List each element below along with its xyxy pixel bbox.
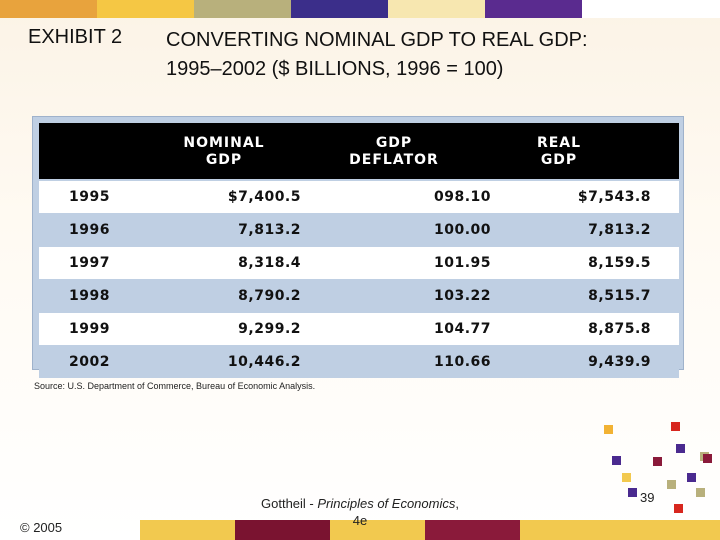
nominal-gdp-cell: 8,790.2 bbox=[238, 288, 301, 304]
page-number: 39 bbox=[640, 490, 655, 505]
real-gdp-cell: 8,875.8 bbox=[588, 321, 651, 337]
column-header-gdp-deflator: GDP DEFLATOR bbox=[299, 123, 489, 179]
real-gdp-cell: 8,515.7 bbox=[588, 288, 651, 304]
gdp-deflator-cell: 104.77 bbox=[433, 321, 491, 337]
source-note: Source: U.S. Department of Commerce, Bur… bbox=[34, 381, 316, 391]
top-bar-segment bbox=[97, 0, 194, 18]
header-line: GDP bbox=[375, 135, 413, 151]
top-color-bar bbox=[0, 0, 720, 18]
top-bar-segment bbox=[582, 0, 720, 18]
decorative-squares bbox=[600, 418, 720, 518]
nominal-gdp-cell: 10,446.2 bbox=[227, 354, 301, 370]
exhibit-label: EXHIBIT 2 bbox=[28, 26, 123, 48]
table-row: 1996 7,813.2 100.00 7,813.2 bbox=[39, 214, 679, 246]
year-cell: 1999 bbox=[69, 321, 110, 337]
year-cell: 1995 bbox=[69, 189, 110, 205]
bottom-color-bar bbox=[140, 520, 720, 540]
header-line: GDP bbox=[540, 152, 578, 168]
top-bar-segment bbox=[0, 0, 97, 18]
book-title: Principles of Economics bbox=[317, 496, 456, 511]
table-row: 2002 10,446.2 110.66 9,439.9 bbox=[39, 346, 679, 378]
column-header-nominal-gdp: NOMINAL GDP bbox=[149, 123, 299, 179]
book-suffix: , bbox=[455, 496, 459, 511]
table-row: 1995 $7,400.5 098.10 $7,543.8 bbox=[39, 181, 679, 213]
decorative-square bbox=[604, 425, 613, 434]
header-line: GDP bbox=[205, 152, 243, 168]
bottom-bar-segment bbox=[425, 520, 520, 540]
gdp-deflator-cell: 101.95 bbox=[433, 255, 491, 271]
header-line: NOMINAL bbox=[183, 135, 265, 151]
decorative-square bbox=[676, 444, 685, 453]
book-edition: 4e bbox=[352, 513, 368, 528]
table-header: NOMINAL GDP GDP DEFLATOR REAL GDP bbox=[39, 123, 679, 179]
header-line: DEFLATOR bbox=[349, 152, 439, 168]
column-header-year bbox=[39, 123, 149, 179]
decorative-square bbox=[696, 488, 705, 497]
table-row: 1997 8,318.4 101.95 8,159.5 bbox=[39, 247, 679, 279]
top-bar-segment bbox=[291, 0, 388, 18]
bottom-bar-segment bbox=[140, 520, 235, 540]
real-gdp-cell: 9,439.9 bbox=[588, 354, 651, 370]
real-gdp-cell: $7,543.8 bbox=[577, 189, 651, 205]
gdp-deflator-cell: 103.22 bbox=[433, 288, 491, 304]
table-body: 1995 $7,400.5 098.10 $7,543.8 1996 7,813… bbox=[39, 181, 679, 379]
exhibit-title: CONVERTING NOMINAL GDP TO REAL GDP: 1995… bbox=[166, 26, 706, 84]
gdp-deflator-cell: 098.10 bbox=[433, 189, 491, 205]
book-citation: Gottheil - Principles of Economics, 4e bbox=[240, 495, 480, 529]
nominal-gdp-cell: 8,318.4 bbox=[238, 255, 301, 271]
bottom-bar-segment bbox=[235, 520, 330, 540]
year-cell: 1996 bbox=[69, 222, 110, 238]
top-bar-segment bbox=[485, 0, 582, 18]
decorative-square bbox=[622, 473, 631, 482]
decorative-square bbox=[628, 488, 637, 497]
decorative-square bbox=[687, 473, 696, 482]
bottom-bar-segment bbox=[330, 520, 425, 540]
copyright: © 2005 bbox=[20, 520, 63, 535]
gdp-table: NOMINAL GDP GDP DEFLATOR REAL GDP 1995 $… bbox=[32, 116, 684, 378]
nominal-gdp-cell: $7,400.5 bbox=[227, 189, 301, 205]
decorative-square bbox=[671, 422, 680, 431]
decorative-square bbox=[612, 456, 621, 465]
top-bar-segment bbox=[194, 0, 291, 18]
year-cell: 1998 bbox=[69, 288, 110, 304]
title-line-1: CONVERTING NOMINAL GDP TO REAL GDP: bbox=[166, 29, 588, 51]
column-header-real-gdp: REAL GDP bbox=[489, 123, 629, 179]
bottom-bar-segment bbox=[520, 520, 720, 540]
table-row: 1999 9,299.2 104.77 8,875.8 bbox=[39, 313, 679, 345]
book-author: Gottheil - bbox=[261, 496, 318, 511]
year-cell: 1997 bbox=[69, 255, 110, 271]
gdp-deflator-cell: 100.00 bbox=[433, 222, 491, 238]
title-line-2: 1995–2002 ($ BILLIONS, 1996 = 100) bbox=[166, 58, 504, 80]
decorative-square bbox=[703, 454, 712, 463]
year-cell: 2002 bbox=[69, 354, 110, 370]
header-line: REAL bbox=[536, 135, 582, 151]
decorative-square bbox=[653, 457, 662, 466]
nominal-gdp-cell: 9,299.2 bbox=[238, 321, 301, 337]
real-gdp-cell: 8,159.5 bbox=[588, 255, 651, 271]
gdp-deflator-cell: 110.66 bbox=[433, 354, 491, 370]
decorative-square bbox=[674, 504, 683, 513]
table-row: 1998 8,790.2 103.22 8,515.7 bbox=[39, 280, 679, 312]
real-gdp-cell: 7,813.2 bbox=[588, 222, 651, 238]
nominal-gdp-cell: 7,813.2 bbox=[238, 222, 301, 238]
decorative-square bbox=[667, 480, 676, 489]
top-bar-segment bbox=[388, 0, 485, 18]
